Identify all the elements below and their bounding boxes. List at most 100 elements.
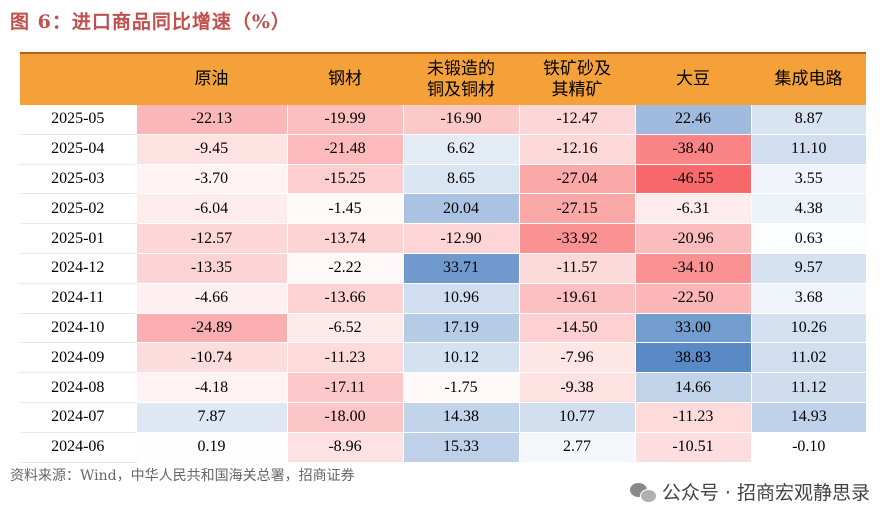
heat-cell: 10.96	[402, 283, 519, 314]
row-date: 2024-09	[20, 342, 136, 374]
heat-cell: 33.00	[634, 313, 751, 344]
heat-cell: 10.77	[518, 402, 635, 433]
header-4: 铁矿砂及 其精矿	[519, 54, 635, 105]
watermark: 公众号 · 招商宏观静思录	[629, 478, 870, 505]
heat-cell: -11.23	[286, 342, 403, 374]
heat-cell: 17.19	[402, 313, 519, 344]
row-date: 2025-04	[20, 134, 136, 165]
heat-cell: 3.55	[750, 164, 866, 195]
heat-cell: -33.92	[518, 223, 635, 254]
heat-cell: -13.35	[135, 253, 287, 284]
heat-cell: 0.63	[750, 223, 866, 254]
heat-cell: -27.15	[518, 193, 635, 225]
figure-title: 图 6：进口商品同比增速（%）	[10, 11, 291, 33]
heat-cell: 10.12	[402, 342, 519, 374]
heat-cell: 14.66	[634, 372, 751, 403]
heatmap-table: 原油 钢材 未锻造的 铜及铜材 铁矿砂及 其精矿 大豆 集成电路 2025-05 -22.13-…	[20, 54, 866, 463]
heat-cell: 8.65	[402, 164, 519, 195]
heat-cell: 4.38	[750, 193, 866, 225]
row-date: 2024-12	[20, 253, 136, 284]
heat-cell: -22.50	[634, 283, 751, 314]
heat-cell: -2.22	[286, 253, 403, 284]
heat-cell: -13.66	[286, 283, 403, 314]
table-row: 2024-07 7.87 -18.00 14.38 10.77 -11.23 14.93	[20, 402, 866, 433]
heat-cell: -9.45	[135, 134, 287, 165]
heat-cell: 10.26	[750, 313, 866, 344]
heat-cell: 9.57	[750, 253, 866, 284]
heat-cell: -1.75	[402, 372, 519, 403]
heat-cell: 11.12	[750, 372, 866, 403]
heat-cell: -9.38	[518, 372, 635, 403]
table-body: 2025-05 -22.13 -19.99 -16.90 -12.47 22.46 8.87…	[20, 105, 866, 463]
heat-cell: 15.33	[402, 432, 519, 463]
heat-cell: -12.57	[135, 223, 287, 254]
heat-cell: 14.38	[402, 402, 519, 433]
header-5: 大豆	[635, 54, 751, 105]
heat-cell: -6.52	[286, 313, 403, 344]
heat-cell: -4.66	[135, 283, 287, 314]
heat-cell: -12.16	[518, 134, 635, 165]
heat-cell: -24.89	[135, 313, 287, 344]
heat-cell: 8.87	[750, 105, 866, 135]
table-row: 2025-05 -22.13 -19.99 -16.90 -12.47 22.46 8.87	[20, 105, 866, 135]
source-note: 资料来源：Wind，中华人民共和国海关总署，招商证券	[10, 468, 355, 484]
heat-cell: 14.93	[750, 402, 866, 433]
row-date: 2025-05	[20, 105, 136, 135]
heat-cell: -14.50	[518, 313, 635, 344]
header-date	[20, 54, 136, 105]
heat-cell: -12.47	[518, 105, 635, 135]
heat-cell: 11.02	[750, 342, 866, 374]
heat-cell: -17.11	[286, 372, 403, 403]
table-row: 2024-06 0.19 -8.96 15.33 2.77 -10.51 -0.10	[20, 432, 866, 463]
heat-cell: -6.04	[135, 193, 287, 225]
row-date: 2025-01	[20, 223, 136, 254]
heat-cell: -1.45	[286, 193, 403, 225]
row-date: 2024-07	[20, 402, 136, 433]
heat-cell: -34.10	[634, 253, 751, 284]
row-date: 2024-06	[20, 432, 136, 463]
heat-cell: -12.90	[402, 223, 519, 254]
row-date: 2024-10	[20, 313, 136, 344]
heat-cell: -38.40	[634, 134, 751, 165]
heat-cell: -27.04	[518, 164, 635, 195]
heat-cell: -6.31	[634, 193, 751, 225]
heat-cell: -11.57	[518, 253, 635, 284]
wechat-icon	[629, 481, 657, 503]
row-date: 2024-11	[20, 283, 136, 314]
heat-cell: -3.70	[135, 164, 287, 195]
heat-cell: 11.10	[750, 134, 866, 165]
heat-cell: -10.51	[634, 432, 751, 463]
heat-cell: 2.77	[518, 432, 635, 463]
header-2: 钢材	[287, 54, 403, 105]
heat-cell: 38.83	[634, 342, 751, 374]
heat-cell: 20.04	[402, 193, 519, 225]
heat-cell: -16.90	[402, 105, 519, 135]
heat-cell: -13.74	[286, 223, 403, 254]
heat-cell: -19.61	[518, 283, 635, 314]
table-row: 2024-10 -24.89 -6.52 17.19 -14.50 33.00 10.26	[20, 313, 866, 344]
table-row: 2024-08 -4.18 -17.11 -1.75 -9.38 14.66 11.12	[20, 372, 866, 403]
table-row: 2025-01 -12.57 -13.74 -12.90 -33.92 -20.96 0.6…	[20, 223, 866, 254]
table-row: 2025-04 -9.45 -21.48 6.62 -12.16 -38.40 11.10	[20, 134, 866, 165]
heat-cell: -21.48	[286, 134, 403, 165]
heat-cell: -19.99	[286, 105, 403, 135]
heat-cell: 33.71	[402, 253, 519, 284]
table-row: 2024-12 -13.35 -2.22 33.71 -11.57 -34.10 9.57	[20, 253, 866, 284]
table-row: 2024-11 -4.66 -13.66 10.96 -19.61 -22.50 3.68	[20, 283, 866, 314]
header-3: 未锻造的 铜及铜材	[403, 54, 519, 105]
heat-cell: 3.68	[750, 283, 866, 314]
header-6: 集成电路	[751, 54, 866, 105]
table-row: 2024-09 -10.74 -11.23 10.12 -7.96 38.83 11.02	[20, 342, 866, 374]
heat-cell: 7.87	[135, 402, 287, 433]
table-row: 2025-02 -6.04 -1.45 20.04 -27.15 -6.31 4.38	[20, 193, 866, 225]
header-row: 原油 钢材 未锻造的 铜及铜材 铁矿砂及 其精矿 大豆 集成电路	[20, 54, 866, 105]
heat-cell: 22.46	[634, 105, 751, 135]
heat-cell: -7.96	[518, 342, 635, 374]
header-1: 原油	[136, 54, 287, 105]
watermark-text: 公众号 · 招商宏观静思录	[661, 482, 870, 504]
heat-cell: -4.18	[135, 372, 287, 403]
heat-cell: -10.74	[135, 342, 287, 374]
row-date: 2025-03	[20, 164, 136, 195]
heatmap-table-frame: 原油 钢材 未锻造的 铜及铜材 铁矿砂及 其精矿 大豆 集成电路 2025-05 -22.13-…	[20, 52, 866, 463]
row-date: 2024-08	[20, 372, 136, 403]
